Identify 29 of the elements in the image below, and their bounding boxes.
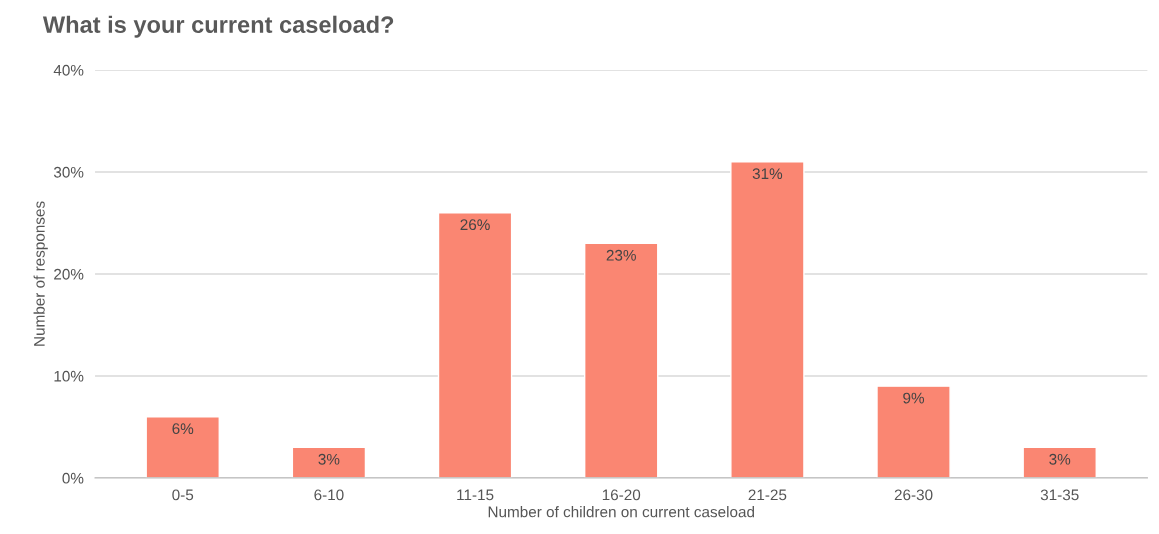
data-label: 26% xyxy=(460,219,490,231)
bar xyxy=(145,416,220,478)
x-tick-label: 11-15 xyxy=(457,489,494,501)
data-label: 9% xyxy=(903,392,925,404)
x-tick-label: 26-30 xyxy=(894,489,933,501)
bar xyxy=(291,446,367,478)
bar xyxy=(730,161,805,478)
data-label: 31% xyxy=(752,168,783,180)
y-axis-title: Number of responses xyxy=(33,201,48,346)
bar xyxy=(876,385,951,478)
y-tick-label: 0% xyxy=(62,472,84,484)
x-tick-label: 6-10 xyxy=(314,489,344,501)
bar xyxy=(583,242,659,478)
bar xyxy=(1022,446,1097,478)
x-axis-title: Number of children on current caseload xyxy=(488,506,754,518)
y-tick-label: 30% xyxy=(53,166,84,178)
x-tick-label: 31-35 xyxy=(1040,489,1079,501)
x-tick-label: 16-20 xyxy=(602,489,641,501)
x-tick-label: 21-25 xyxy=(748,489,787,501)
chart-title: What is your current caseload? xyxy=(42,15,394,38)
x-tick-label: 0-5 xyxy=(172,489,194,501)
bar xyxy=(437,212,513,478)
data-label: 3% xyxy=(318,453,340,465)
data-label: 3% xyxy=(1049,453,1071,465)
y-tick-label: 20% xyxy=(54,268,84,280)
data-label: 6% xyxy=(172,423,194,435)
y-tick-label: 10% xyxy=(54,370,84,382)
y-tick-label: 40% xyxy=(53,64,84,76)
data-label: 23% xyxy=(606,249,636,261)
